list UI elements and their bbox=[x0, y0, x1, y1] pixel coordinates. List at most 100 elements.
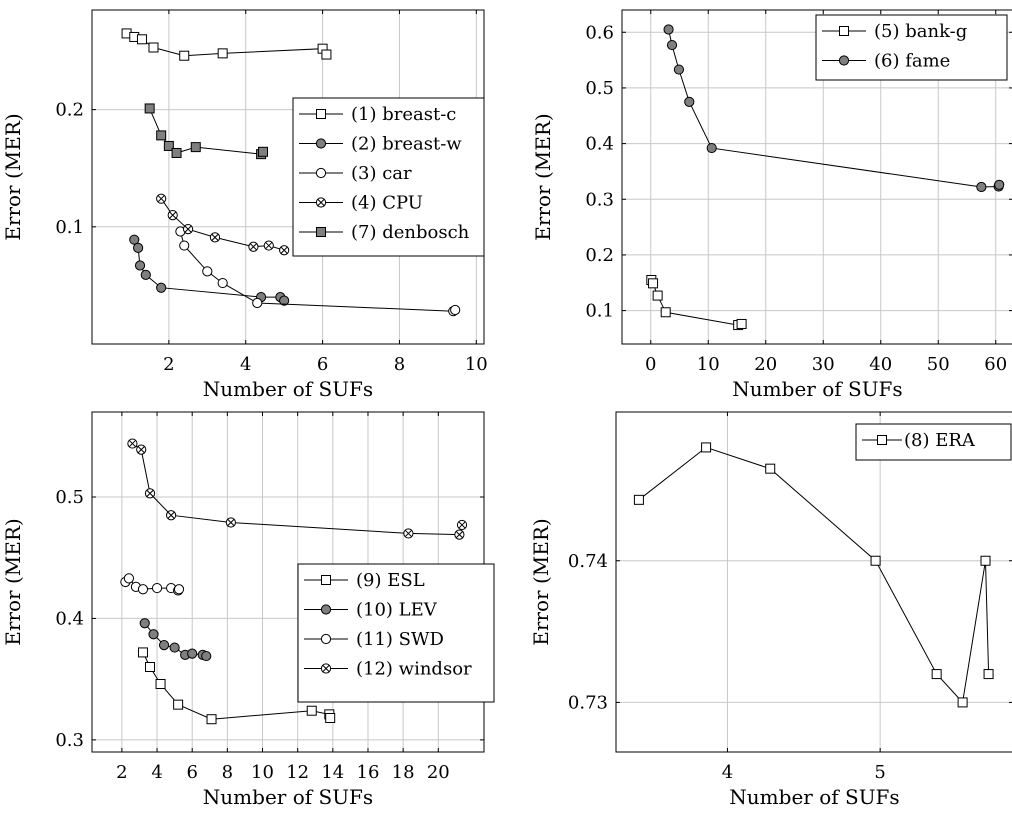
legend-entry-5-bank-g: (5) bank-g bbox=[822, 21, 967, 42]
legend-entry-2-breast-w: (2) breast-w bbox=[299, 134, 462, 155]
data-point-10-lev bbox=[139, 618, 150, 629]
y-axis-label: Error (MER) bbox=[531, 113, 555, 240]
y-tick-label: 0.4 bbox=[585, 134, 614, 155]
data-point-10-lev bbox=[148, 629, 159, 640]
data-point-7-denbosch bbox=[156, 130, 167, 141]
data-point-6-fame bbox=[976, 181, 987, 193]
data-point-9-esl bbox=[325, 713, 336, 723]
legend-marker-7-denbosch bbox=[316, 227, 326, 237]
data-point-9-esl bbox=[155, 679, 166, 689]
data-point-7-denbosch bbox=[190, 142, 201, 153]
x-tick-label: 8 bbox=[394, 354, 405, 375]
y-tick-label: 0.74 bbox=[568, 551, 608, 572]
legend-entry-9-esl: (9) ESL bbox=[304, 570, 425, 591]
data-point-7-denbosch bbox=[163, 140, 174, 151]
legend-label: (9) ESL bbox=[356, 570, 425, 591]
data-point-12-windsor bbox=[403, 528, 414, 539]
data-point-9-esl bbox=[306, 705, 317, 716]
x-axis-label: Number of SUFs bbox=[203, 785, 373, 809]
data-point-2-breast-w bbox=[129, 234, 140, 245]
x-tick-label: 2 bbox=[116, 762, 127, 783]
data-point-2-breast-w bbox=[134, 260, 146, 271]
y-tick-label: 0.2 bbox=[585, 245, 614, 266]
legend-marker-8-era bbox=[877, 435, 887, 445]
x-tick-label: 5 bbox=[874, 762, 885, 783]
legend-entry-11-swd: (11) SWD bbox=[304, 629, 444, 650]
legend-marker-5-bank-g bbox=[839, 26, 849, 36]
data-point-6-fame bbox=[684, 96, 695, 107]
data-point-7-denbosch bbox=[258, 146, 269, 157]
x-tick-label: 10 bbox=[697, 354, 720, 375]
legend-label: (5) bank-g bbox=[874, 21, 967, 42]
data-point-1-breast-c bbox=[136, 34, 147, 45]
data-point-9-esl bbox=[145, 662, 156, 672]
x-tick-label: 12 bbox=[286, 762, 309, 783]
y-tick-label: 0.3 bbox=[55, 730, 84, 751]
series-line-8-era bbox=[638, 446, 990, 704]
data-point-10-lev bbox=[187, 648, 198, 659]
x-tick-label: 18 bbox=[392, 762, 415, 783]
x-tick-label: 4 bbox=[240, 354, 251, 375]
legend: (9) ESL (10) LEV (11) SWD (12) windsor bbox=[297, 563, 495, 703]
x-tick-label: 10 bbox=[465, 354, 488, 375]
legend-entry-7-denbosch: (7) denbosch bbox=[299, 222, 470, 243]
series-1-breast-c bbox=[121, 28, 332, 61]
legend-box bbox=[297, 563, 495, 703]
panel-4-era: 4 5 0.73 0.74 Number of SUFs Error (MER) (8) E… bbox=[529, 411, 1012, 809]
data-point-4-cpu bbox=[248, 241, 259, 252]
x-tick-label: 8 bbox=[222, 762, 233, 783]
y-tick-label: 0.4 bbox=[55, 608, 84, 629]
data-point-8-era bbox=[765, 463, 776, 474]
data-point-8-era bbox=[633, 494, 644, 505]
data-point-12-windsor bbox=[456, 519, 468, 531]
data-point-6-fame bbox=[663, 24, 674, 35]
data-point-3-car bbox=[202, 266, 213, 277]
data-point-9-esl bbox=[137, 647, 148, 658]
panel-2-bank-g-fame: 0 10 20 30 40 50 60 0.1 0.2 0.3 0.4 0.5 0.6 Number of… bbox=[531, 9, 1012, 401]
data-point-12-windsor bbox=[454, 529, 465, 540]
series-5-bank-g bbox=[646, 274, 747, 331]
series-7-denbosch bbox=[144, 103, 269, 160]
data-point-5-bank-g bbox=[736, 318, 747, 329]
x-tick-label: 4 bbox=[151, 762, 162, 783]
series-line-12-windsor bbox=[132, 443, 463, 536]
data-point-3-car bbox=[179, 240, 190, 251]
x-axis-label: Number of SUFs bbox=[729, 785, 899, 809]
y-tick-label: 0.3 bbox=[585, 189, 614, 210]
data-point-4-cpu bbox=[156, 193, 167, 204]
x-tick-label: 10 bbox=[251, 762, 274, 783]
legend-marker-1-breast-c bbox=[316, 109, 326, 119]
data-point-2-breast-w bbox=[140, 269, 151, 280]
legend-label: (10) LEV bbox=[356, 600, 438, 621]
data-point-6-fame bbox=[994, 179, 1005, 190]
data-point-12-windsor bbox=[144, 488, 156, 499]
data-point-1-breast-c bbox=[179, 50, 190, 61]
legend-marker-10-lev bbox=[320, 604, 332, 615]
data-point-7-denbosch bbox=[144, 103, 155, 114]
legend-marker-11-swd bbox=[320, 633, 332, 645]
data-point-4-cpu bbox=[279, 245, 290, 256]
legend-label: (12) windsor bbox=[356, 659, 472, 680]
legend-label: (6) fame bbox=[874, 51, 950, 72]
data-point-11-swd bbox=[173, 584, 185, 595]
data-point-6-fame bbox=[706, 142, 717, 154]
data-point-8-era bbox=[957, 697, 968, 708]
data-point-4-cpu bbox=[182, 224, 194, 235]
x-axis-label: Number of SUFs bbox=[203, 377, 373, 401]
axes-frame bbox=[621, 9, 1012, 345]
series-11-swd bbox=[120, 573, 185, 596]
legend-entry-3-car: (3) car bbox=[299, 163, 412, 184]
data-point-12-windsor bbox=[127, 438, 138, 449]
data-point-1-breast-c bbox=[321, 49, 332, 60]
data-point-5-bank-g bbox=[660, 307, 671, 318]
data-point-7-denbosch bbox=[171, 147, 182, 158]
legend-label: (8) ERA bbox=[904, 430, 976, 451]
x-tick-label: 20 bbox=[754, 354, 777, 375]
legend-box bbox=[815, 14, 1008, 81]
legend-label: (1) breast-c bbox=[351, 104, 456, 125]
data-point-2-breast-w bbox=[156, 282, 167, 293]
y-tick-label: 0.5 bbox=[585, 78, 614, 99]
series-line-5-bank-g bbox=[650, 279, 742, 326]
x-tick-label: 20 bbox=[427, 762, 450, 783]
